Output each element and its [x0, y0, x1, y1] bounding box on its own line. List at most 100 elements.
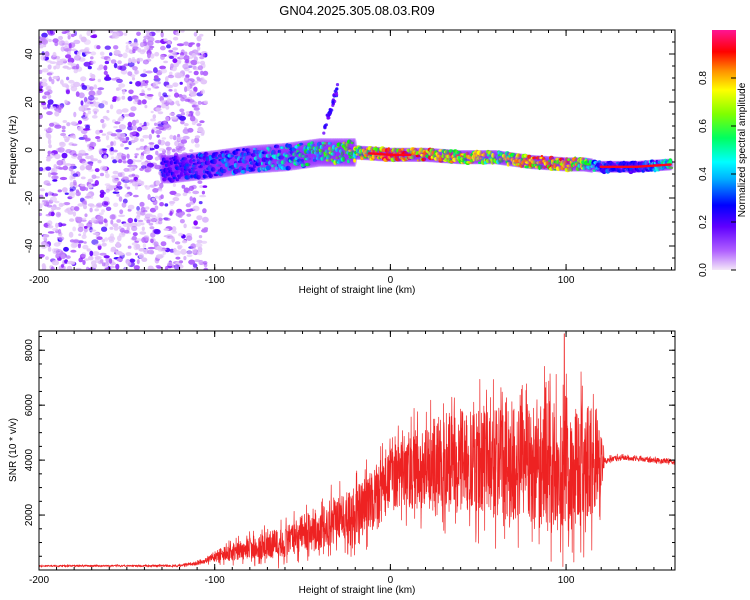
noise-speckle: [127, 159, 134, 165]
noise-speckle: [140, 73, 148, 78]
x-tick-label: 0: [388, 275, 394, 286]
ridge-point: [167, 163, 171, 167]
noise-speckle: [47, 220, 53, 226]
noise-speckle: [72, 239, 80, 243]
noise-speckle: [46, 72, 53, 76]
noise-speckle: [186, 235, 193, 241]
noise-speckle: [73, 39, 81, 45]
noise-speckle: [155, 126, 164, 129]
noise-speckle: [49, 30, 54, 35]
noise-speckle: [154, 51, 160, 57]
noise-speckle: [192, 190, 200, 195]
noise-speckle: [136, 259, 140, 265]
noise-speckle: [128, 221, 134, 228]
noise-speckle: [191, 226, 197, 229]
noise-speckle: [117, 172, 123, 177]
noise-speckle: [144, 104, 148, 109]
noise-speckle: [189, 149, 194, 153]
noise-speckle: [55, 211, 62, 218]
ridge-point: [202, 174, 207, 179]
noise-speckle: [61, 152, 68, 159]
noise-speckle: [131, 225, 138, 232]
noise-speckle: [145, 213, 153, 217]
ridge-point: [622, 169, 626, 173]
noise-speckle: [160, 54, 165, 60]
noise-speckle: [98, 212, 104, 216]
noise-speckle: [149, 53, 155, 59]
noise-speckle: [144, 206, 150, 210]
noise-speckle: [39, 203, 43, 209]
noise-speckle: [77, 120, 83, 125]
noise-speckle: [112, 99, 117, 102]
ridge-point: [548, 166, 555, 171]
spur-point: [330, 108, 334, 112]
ridge-point: [284, 156, 288, 162]
noise-speckle: [97, 89, 102, 96]
noise-speckle: [160, 45, 166, 51]
ridge-point: [601, 161, 606, 165]
noise-speckle: [117, 159, 123, 164]
noise-speckle: [130, 106, 137, 112]
noise-speckle: [196, 215, 203, 221]
spur-point: [335, 83, 340, 87]
noise-speckle: [122, 52, 128, 59]
ridge-point: [415, 154, 422, 158]
noise-speckle: [131, 235, 137, 241]
noise-speckle: [96, 45, 101, 50]
noise-speckle: [68, 165, 74, 172]
noise-speckle: [83, 96, 88, 103]
noise-speckle: [54, 124, 62, 129]
noise-speckle: [183, 55, 190, 61]
noise-speckle: [162, 250, 167, 255]
ridge-point: [324, 141, 329, 145]
ridge-point: [448, 149, 454, 153]
noise-speckle: [52, 51, 57, 58]
noise-speckle: [185, 208, 193, 213]
noise-speckle: [96, 202, 103, 207]
noise-speckle: [145, 45, 149, 51]
noise-speckle: [192, 263, 198, 268]
ridge-point: [203, 151, 209, 156]
noise-speckle: [47, 246, 52, 252]
noise-speckle: [153, 144, 160, 149]
noise-speckle: [109, 226, 114, 230]
x-tick-label: -100: [205, 575, 225, 586]
noise-speckle: [96, 236, 103, 240]
noise-speckle: [94, 180, 100, 186]
colorbar-tick-label: 0.0: [698, 263, 709, 277]
noise-speckle: [105, 134, 110, 141]
noise-speckle: [128, 89, 134, 95]
noise-speckle: [73, 69, 78, 74]
ridge-point: [175, 166, 182, 171]
noise-speckle: [180, 120, 185, 125]
noise-speckle: [145, 70, 153, 74]
noise-speckle: [177, 212, 183, 218]
noise-speckle: [100, 165, 108, 171]
noise-speckle: [88, 90, 96, 97]
noise-speckle: [63, 202, 71, 206]
ridge-point: [538, 165, 542, 171]
x-tick-label: 0: [388, 575, 394, 586]
noise-speckle: [52, 75, 60, 80]
noise-speckle: [105, 206, 112, 211]
noise-speckle: [60, 223, 67, 227]
x-tick-label: 100: [558, 275, 575, 286]
noise-speckle: [131, 181, 139, 187]
noise-speckle: [118, 196, 123, 202]
noise-speckle: [104, 45, 112, 50]
noise-speckle: [96, 67, 102, 71]
noise-speckle: [46, 111, 53, 116]
y-tick-label: -40: [24, 238, 35, 253]
ridge-point: [301, 159, 305, 162]
noise-speckle: [148, 267, 156, 270]
noise-speckle: [200, 77, 205, 81]
ridge-point: [605, 168, 611, 174]
noise-speckle: [54, 153, 61, 160]
ridge-point: [535, 156, 541, 160]
spur-point: [326, 116, 330, 120]
noise-speckle: [187, 64, 194, 68]
noise-speckle: [157, 139, 162, 145]
ridge-point: [220, 168, 227, 174]
noise-speckle: [194, 135, 201, 139]
noise-speckle: [110, 141, 114, 146]
